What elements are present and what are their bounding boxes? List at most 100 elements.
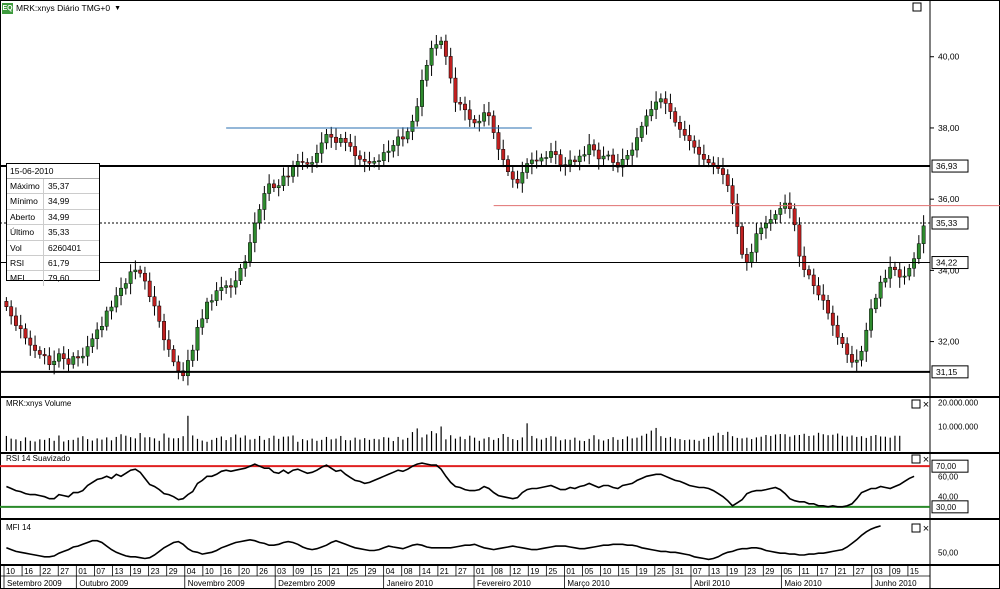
candle-body bbox=[209, 300, 214, 303]
candle-body bbox=[463, 103, 467, 111]
rsi-series: 70,00 30,00 60,00 40,00 bbox=[0, 459, 969, 514]
info-row: Vol 6260401 bbox=[7, 240, 99, 256]
day-label: 29 bbox=[765, 567, 774, 576]
volume-tick-label: 20.000.000 bbox=[938, 398, 979, 407]
candlestick-series bbox=[4, 34, 926, 386]
candle-body bbox=[883, 277, 888, 283]
candle-body bbox=[735, 203, 740, 227]
chevron-down-icon[interactable]: ▼ bbox=[114, 4, 122, 12]
candle-body bbox=[706, 159, 711, 164]
candle-body bbox=[195, 327, 200, 351]
candle-body bbox=[190, 349, 195, 361]
candle-body bbox=[224, 285, 229, 288]
candle-body bbox=[687, 135, 692, 142]
candle-body bbox=[52, 360, 57, 365]
horizontal-levels: 36,93 35,33 34,22 31,15 bbox=[0, 127, 1000, 379]
candle-body bbox=[14, 315, 18, 326]
candle-body bbox=[324, 134, 329, 144]
maximize-icon bbox=[912, 2, 922, 12]
candle-body bbox=[415, 106, 420, 122]
price-level-label: 35,33 bbox=[936, 218, 958, 228]
volume-series: 20.000.000 10.000.000 bbox=[5, 398, 979, 451]
candle-body bbox=[902, 275, 907, 278]
day-label: 29 bbox=[368, 567, 377, 576]
candle-body bbox=[539, 157, 544, 162]
candle-body bbox=[47, 355, 52, 365]
close-icon: × bbox=[923, 454, 929, 466]
time-axis: 10 16 22 27 01 07 13 19 23 29 04 10 16 20 26 03 09 15 21 25… bbox=[0, 565, 930, 589]
candle-body bbox=[23, 328, 28, 339]
candle-body bbox=[439, 40, 444, 45]
day-label: 04 bbox=[386, 567, 395, 576]
candle-body bbox=[291, 165, 295, 177]
candle-body bbox=[386, 150, 391, 153]
candle-body bbox=[768, 219, 773, 224]
candle-body bbox=[238, 267, 243, 281]
close-icon: × bbox=[923, 523, 929, 535]
day-label: 21 bbox=[440, 567, 449, 576]
day-label: 23 bbox=[151, 567, 160, 576]
day-label: 26 bbox=[259, 567, 268, 576]
candle-body bbox=[477, 120, 482, 124]
chart-title[interactable]: MRK:xnys Diário TMG+0 bbox=[16, 3, 111, 13]
candle-body bbox=[544, 157, 549, 159]
candle-body bbox=[553, 151, 558, 155]
candle-body bbox=[353, 146, 358, 156]
volume-tick-label: 10.000.000 bbox=[938, 423, 979, 432]
candle-body bbox=[138, 269, 143, 274]
candle-body bbox=[520, 172, 525, 184]
month-label: Janeiro 2010 bbox=[387, 579, 434, 588]
candle-body bbox=[305, 162, 310, 165]
candle-body bbox=[534, 159, 539, 162]
candle-body bbox=[792, 208, 797, 226]
candle-body bbox=[200, 318, 205, 328]
price-tick-label: 38,00 bbox=[938, 123, 960, 133]
candle-body bbox=[525, 163, 530, 173]
candle-body bbox=[740, 226, 744, 255]
day-label: 11 bbox=[801, 567, 810, 576]
candle-body bbox=[104, 310, 109, 327]
candle-body bbox=[271, 183, 276, 189]
candle-body bbox=[176, 361, 181, 372]
panel-border bbox=[0, 453, 1000, 519]
candle-body bbox=[28, 337, 33, 346]
candle-body bbox=[830, 312, 835, 326]
price-level-box bbox=[931, 256, 969, 270]
candle-body bbox=[673, 111, 678, 123]
candle-body bbox=[912, 258, 916, 269]
month-label: Junho 2010 bbox=[875, 579, 917, 588]
candle-body bbox=[362, 159, 367, 162]
candle-body bbox=[186, 360, 190, 377]
candle-body bbox=[615, 162, 620, 168]
candle-body bbox=[80, 355, 85, 359]
info-row: Mínimo 34,99 bbox=[7, 194, 99, 210]
candle-body bbox=[267, 183, 272, 194]
candle-body bbox=[310, 162, 315, 165]
candle-body bbox=[252, 222, 257, 243]
day-label: 10 bbox=[205, 567, 214, 576]
candle-body bbox=[549, 151, 553, 158]
candle-body bbox=[764, 223, 768, 229]
day-label: 21 bbox=[838, 567, 847, 576]
mfi-tick-label: 50,00 bbox=[938, 548, 959, 557]
candle-body bbox=[381, 152, 386, 161]
day-label: 21 bbox=[331, 567, 340, 576]
candle-body bbox=[701, 154, 706, 160]
info-row: RSI 61,79 bbox=[7, 255, 99, 272]
equity-icon: EQ bbox=[2, 2, 13, 14]
candle-body bbox=[611, 154, 616, 163]
day-label: 08 bbox=[404, 567, 413, 576]
day-label: 27 bbox=[856, 567, 865, 576]
month-label: Fevereiro 2010 bbox=[477, 579, 531, 588]
month-label: Dezembro 2009 bbox=[278, 579, 335, 588]
panel-border bbox=[0, 397, 1000, 453]
volume-panel-title: MRK:xnys Volume bbox=[6, 399, 72, 408]
month-label: Abril 2010 bbox=[694, 579, 731, 588]
candle-body bbox=[405, 131, 410, 140]
candle-body bbox=[816, 285, 821, 296]
candle-body bbox=[4, 301, 9, 307]
day-label: 10 bbox=[603, 567, 612, 576]
day-label: 07 bbox=[693, 567, 702, 576]
candle-body bbox=[90, 338, 95, 347]
